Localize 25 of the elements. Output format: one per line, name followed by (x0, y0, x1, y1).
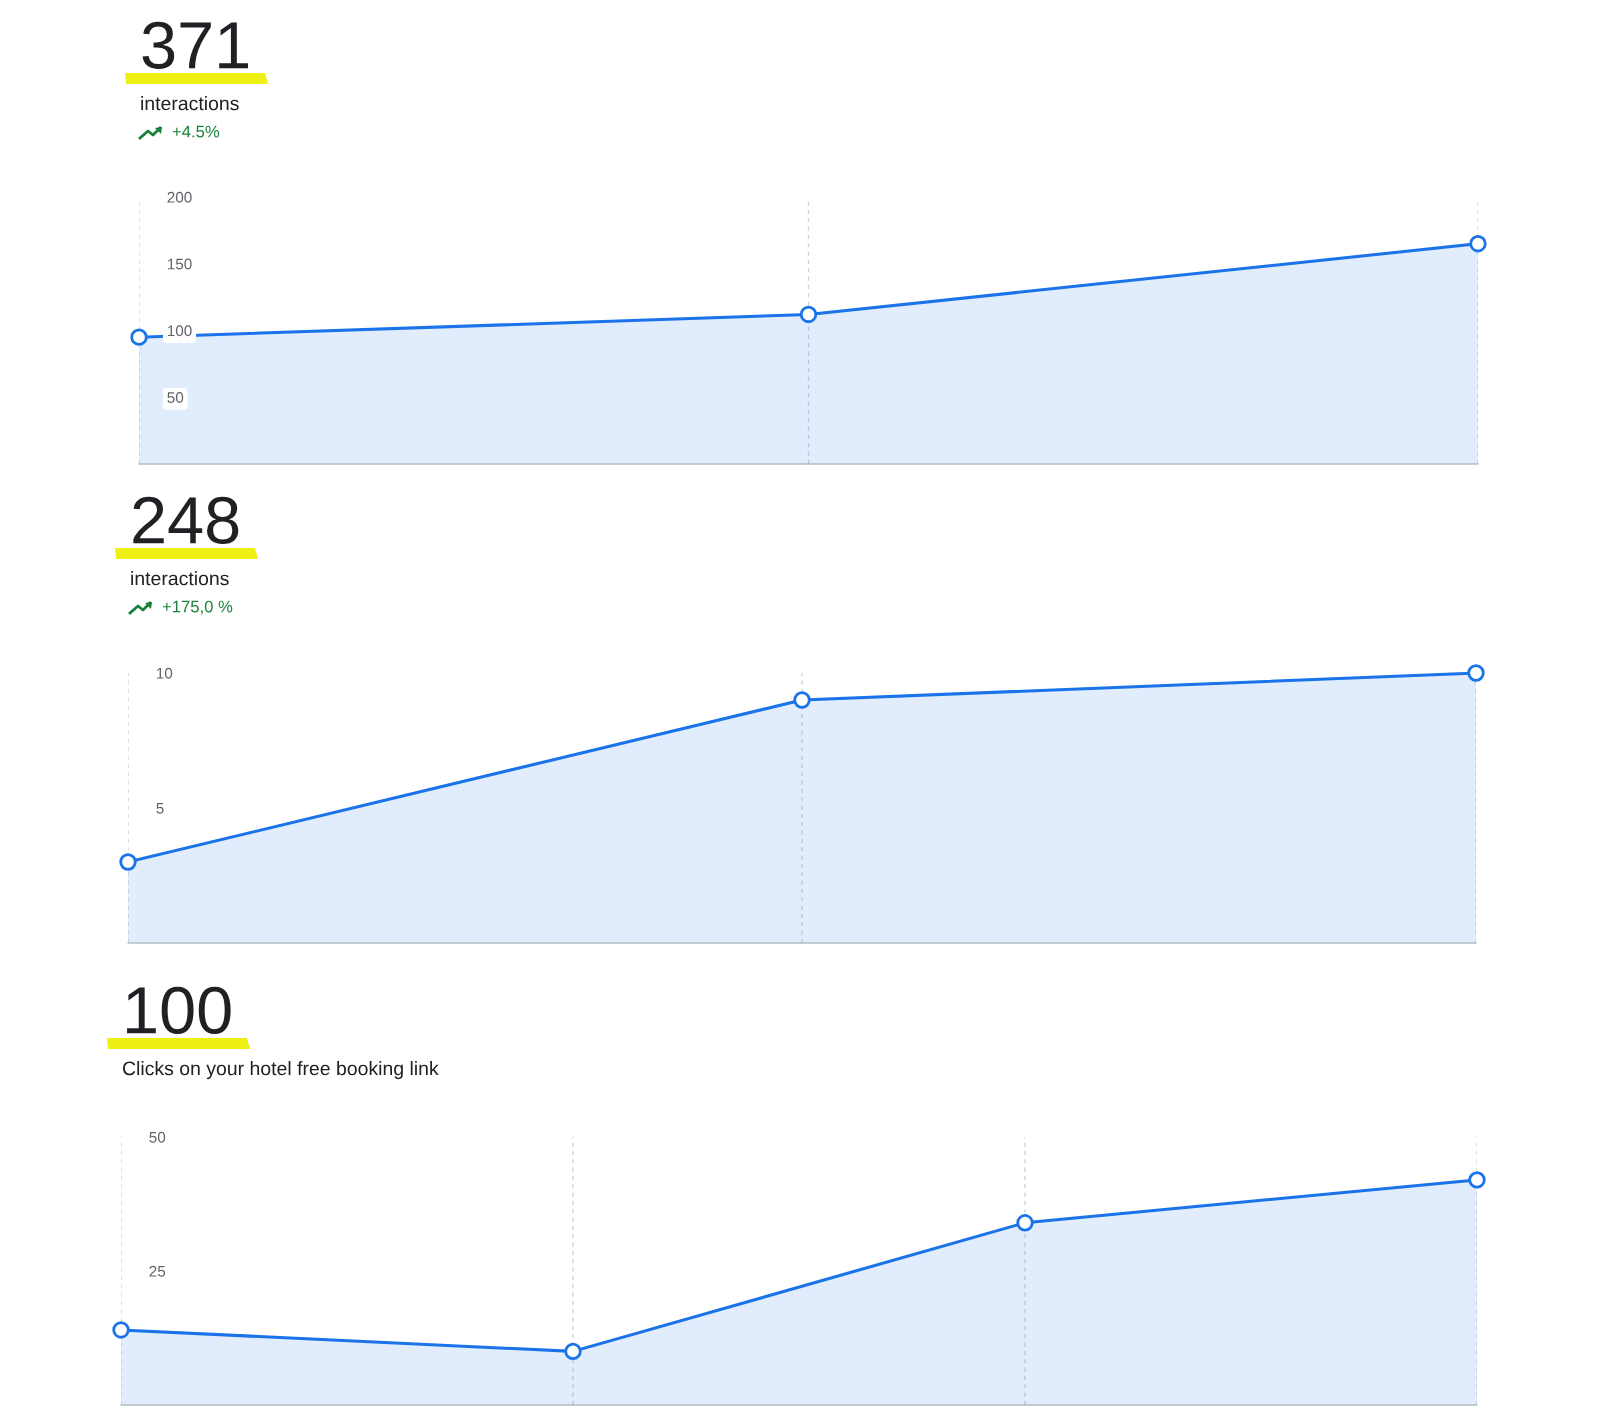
y-tick-label: 5 (156, 803, 164, 814)
point (1467, 664, 1485, 682)
y-tick-label: 50 (167, 392, 184, 403)
chart-title: 371 (142, 21, 248, 69)
point (793, 691, 811, 709)
y-tick-label: 200 (167, 191, 192, 203)
text: +175,0 % (162, 600, 233, 615)
point (1016, 1214, 1034, 1232)
chart-subtitle: interactions (131, 571, 229, 586)
point (119, 853, 137, 871)
y-tick-label: 10 (156, 667, 173, 679)
point (564, 1342, 582, 1361)
y-tick-label: 150 (167, 258, 192, 270)
chart-subtitle: interactions (141, 96, 239, 111)
point (112, 1321, 130, 1339)
chart-subtitle: Clicks on your hotel free booking link (122, 1061, 439, 1080)
y-tick-label: 100 (167, 325, 192, 337)
point (1468, 1171, 1486, 1189)
point (1469, 235, 1487, 253)
text: +4.5% (172, 125, 220, 138)
point (130, 328, 148, 346)
y-tick-label: 25 (149, 1265, 166, 1277)
y-tick-label: 50 (149, 1131, 166, 1143)
point (799, 305, 818, 324)
chart-title: 248 (133, 496, 239, 544)
